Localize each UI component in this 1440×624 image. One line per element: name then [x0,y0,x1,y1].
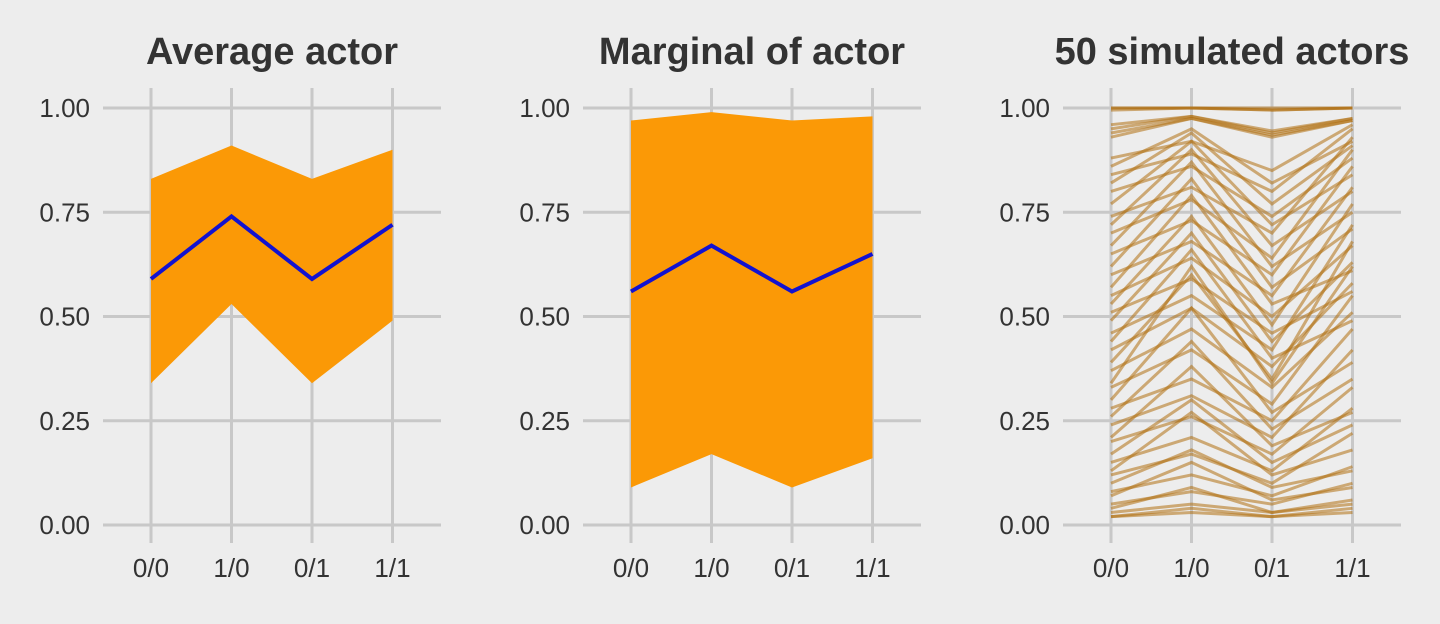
x-tick-label: 1/1 [854,553,890,583]
actor-line [1110,116,1353,139]
actor-line [1110,431,1354,485]
y-tick-label: 0.00 [39,510,90,540]
hpdi-band [631,112,873,488]
actor-line [1110,186,1354,298]
x-tick-label: 0/0 [133,553,169,583]
actor-line [1110,277,1354,335]
actor-line [1110,139,1354,227]
x-tick-label: 1/0 [1173,553,1209,583]
x-tick-label: 1/0 [213,553,249,583]
actor-line [1109,176,1354,290]
actor-line [1110,156,1354,219]
posterior-mean-line [630,243,874,294]
actor-line [1110,328,1354,423]
chart-canvas: 1.00 0.75 0.50 0.25 0.00 0/0 1/0 0/1 1/1 [999,88,1401,583]
actor-line [1110,460,1353,502]
panel-marginal-of-actor: Marginal of actor 1.00 0.75 0.50 0.25 0.00 0/… [480,0,960,624]
y-tick-label: 0.75 [999,197,1050,227]
x-tick-label: 1/1 [1334,553,1370,583]
y-tick-label: 1.00 [999,93,1050,123]
actor-line [1110,311,1354,390]
y-tick-label: 0.00 [999,510,1050,540]
actor-line [1110,364,1354,448]
x-tick-label: 1/0 [693,553,729,583]
posterior-mean-line [149,213,394,282]
actor-line [1110,386,1354,456]
actor-line [1109,305,1354,415]
chart-title: Marginal of actor [598,31,906,73]
actor-line [1110,148,1354,261]
y-tick-label: 1.00 [519,93,570,123]
actor-line [1110,407,1354,473]
actor-line [1110,282,1354,369]
actor-line [1110,165,1354,277]
y-tick-label: 0.75 [39,197,90,227]
x-tick-label: 1/1 [374,553,410,583]
actor-line [1110,131,1354,206]
x-tick-label: 0/1 [1254,553,1290,583]
actor-line [1110,506,1353,519]
actor-line [1110,465,1354,498]
x-tick-label: 0/0 [613,553,649,583]
actor-line [1110,244,1354,319]
panel-average-actor: Average actor 1.00 0.75 0.50 0.25 0.00 0/0 1/0… [0,0,480,624]
y-tick-label: 0.50 [39,302,90,332]
y-tick-label: 0.25 [999,406,1050,436]
x-tick-label: 0/1 [294,553,330,583]
actor-line [1110,348,1354,440]
hpdi-band [151,145,393,384]
actor-line [1110,106,1353,112]
x-tick-label: 0/1 [774,553,810,583]
chart-title: Average actor [145,31,399,73]
actor-line [1110,136,1354,236]
chart-canvas: 1.00 0.75 0.50 0.25 0.00 0/0 1/0 0/1 1/1 [39,88,441,583]
y-tick-label: 0.00 [519,510,570,540]
x-tick-label: 0/0 [1093,553,1129,583]
panel-simulated-actors: 50 simulated actors 1.00 0.75 0.50 0.25 0.00… [960,0,1440,624]
actor-line [1110,127,1354,194]
actor-line [1110,398,1354,465]
actor-line [1109,159,1354,269]
actor-line [1109,193,1354,306]
actor-line [1109,240,1354,382]
y-tick-label: 0.50 [999,302,1050,332]
actor-line [1110,506,1353,519]
actor-line [1110,410,1353,477]
y-tick-label: 0.25 [39,406,90,436]
y-tick-label: 0.75 [519,197,570,227]
actor-line [1110,502,1353,514]
actor-line [1110,114,1353,133]
actor-line [1110,123,1354,173]
actor-line [1109,147,1354,248]
y-tick-label: 0.25 [519,406,570,436]
chart-title: 50 simulated actors [1054,31,1410,73]
chart-canvas: 1.00 0.75 0.50 0.25 0.00 0/0 1/0 0/1 1/1 [519,88,921,583]
y-tick-label: 0.50 [519,302,570,332]
actor-line [1109,339,1354,432]
y-tick-label: 1.00 [39,93,90,123]
actor-line [1109,203,1354,328]
